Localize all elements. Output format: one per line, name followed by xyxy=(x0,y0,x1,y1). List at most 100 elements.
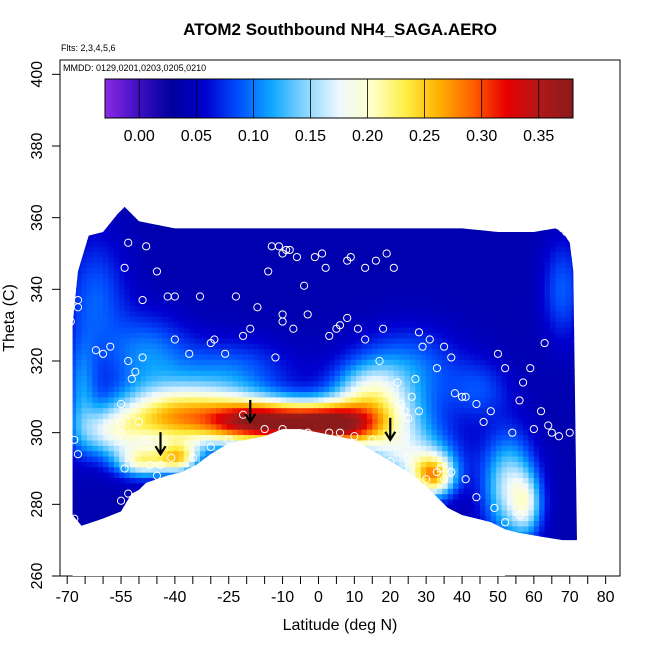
heatmap-cell xyxy=(426,332,433,339)
heatmap-cell xyxy=(81,402,88,409)
heatmap-cell xyxy=(426,193,432,199)
heatmap-cell xyxy=(415,418,422,425)
heatmap-cell xyxy=(270,332,276,339)
heatmap-cell xyxy=(280,369,287,376)
heatmap-cell xyxy=(323,214,330,221)
heatmap-cell xyxy=(313,193,319,199)
heatmap-cell xyxy=(183,364,190,371)
heatmap-cell xyxy=(345,429,352,436)
heatmap-cell xyxy=(178,386,185,393)
heatmap-cell xyxy=(173,364,180,371)
heatmap-cell xyxy=(296,407,303,414)
heatmap-cell xyxy=(280,337,287,344)
heatmap-cell xyxy=(97,455,104,462)
heatmap-cell xyxy=(253,407,260,414)
heatmap-cell xyxy=(383,348,390,355)
heatmap-cell xyxy=(302,386,309,393)
heatmap-cell xyxy=(183,289,190,296)
heatmap-cell xyxy=(135,412,142,419)
heatmap-cell xyxy=(361,214,368,221)
heatmap-cell xyxy=(410,214,416,221)
heatmap-cell xyxy=(431,348,438,355)
heatmap-cell xyxy=(361,353,368,360)
heatmap-cell xyxy=(65,268,71,274)
heatmap-cell xyxy=(205,326,212,333)
heatmap-cell xyxy=(92,208,99,215)
heatmap-cell xyxy=(313,353,320,360)
heatmap-cell xyxy=(167,206,174,210)
heatmap-cell xyxy=(270,305,276,312)
heatmap-cell xyxy=(178,251,185,258)
heatmap-cell xyxy=(431,310,438,317)
heatmap-cell xyxy=(248,283,255,290)
heatmap-cell xyxy=(237,257,244,264)
heatmap-cell xyxy=(404,262,411,269)
heatmap-cell xyxy=(237,434,244,441)
heatmap-cell xyxy=(286,418,293,425)
heatmap-cell xyxy=(318,423,325,430)
heatmap-cell xyxy=(334,423,341,430)
heatmap-cell xyxy=(183,267,190,274)
heatmap-cell xyxy=(426,445,433,452)
heatmap-cell xyxy=(280,380,287,387)
heatmap-cell xyxy=(130,206,136,210)
heatmap-cell xyxy=(81,391,88,398)
heatmap-cell xyxy=(151,283,158,290)
heatmap-cell xyxy=(270,214,276,221)
heatmap-cell xyxy=(264,208,271,215)
heatmap-cell xyxy=(205,429,212,436)
heatmap-cell xyxy=(270,402,276,409)
heatmap-cell xyxy=(237,375,244,382)
heatmap-cell xyxy=(356,257,363,264)
heatmap-cell xyxy=(453,429,460,436)
heatmap-cell xyxy=(259,267,266,274)
heatmap-cell xyxy=(86,219,93,226)
heatmap-cell xyxy=(189,257,196,264)
heatmap-cell xyxy=(124,208,131,215)
heatmap-cell xyxy=(275,219,282,226)
heatmap-cell xyxy=(119,407,126,414)
heatmap-cell xyxy=(119,439,126,446)
heatmap-cell xyxy=(420,283,427,290)
heatmap-cell xyxy=(92,439,99,446)
heatmap-cell xyxy=(183,305,190,312)
heatmap-cell xyxy=(270,240,276,247)
heatmap-cell xyxy=(426,337,433,344)
heatmap-cell xyxy=(393,273,400,280)
heatmap-cell xyxy=(151,348,158,355)
heatmap-cell xyxy=(334,300,341,307)
heatmap-cell xyxy=(345,316,352,323)
heatmap-cell xyxy=(108,466,115,473)
heatmap-cell xyxy=(307,305,314,312)
heatmap-cell xyxy=(404,391,411,398)
heatmap-cell xyxy=(189,273,196,280)
heatmap-cell xyxy=(415,289,422,296)
heatmap-cell xyxy=(103,273,110,280)
heatmap-cell xyxy=(421,198,427,204)
heatmap-cell xyxy=(447,429,454,436)
heatmap-cell xyxy=(415,402,422,409)
heatmap-cell xyxy=(243,278,250,285)
heatmap-cell xyxy=(151,369,158,376)
heatmap-cell xyxy=(291,412,298,419)
heatmap-cell xyxy=(361,262,368,269)
heatmap-cell xyxy=(442,386,449,393)
heatmap-cell xyxy=(410,316,416,323)
heatmap-cell xyxy=(60,327,66,333)
heatmap-cell xyxy=(124,439,131,446)
heatmap-cell xyxy=(431,369,438,376)
heatmap-cell xyxy=(265,198,271,204)
heatmap-cell xyxy=(146,214,153,221)
heatmap-cell xyxy=(366,321,373,328)
heatmap-cell xyxy=(318,267,325,274)
heatmap-cell xyxy=(162,267,169,274)
heatmap-cell xyxy=(410,206,416,210)
heatmap-cell xyxy=(410,386,416,393)
heatmap-cell xyxy=(302,198,308,204)
heatmap-cell xyxy=(388,193,394,199)
heatmap-cell xyxy=(119,498,126,505)
heatmap-cell xyxy=(404,246,411,253)
heatmap-cell xyxy=(124,412,131,419)
heatmap-cell xyxy=(270,219,276,226)
heatmap-cell xyxy=(243,305,250,312)
